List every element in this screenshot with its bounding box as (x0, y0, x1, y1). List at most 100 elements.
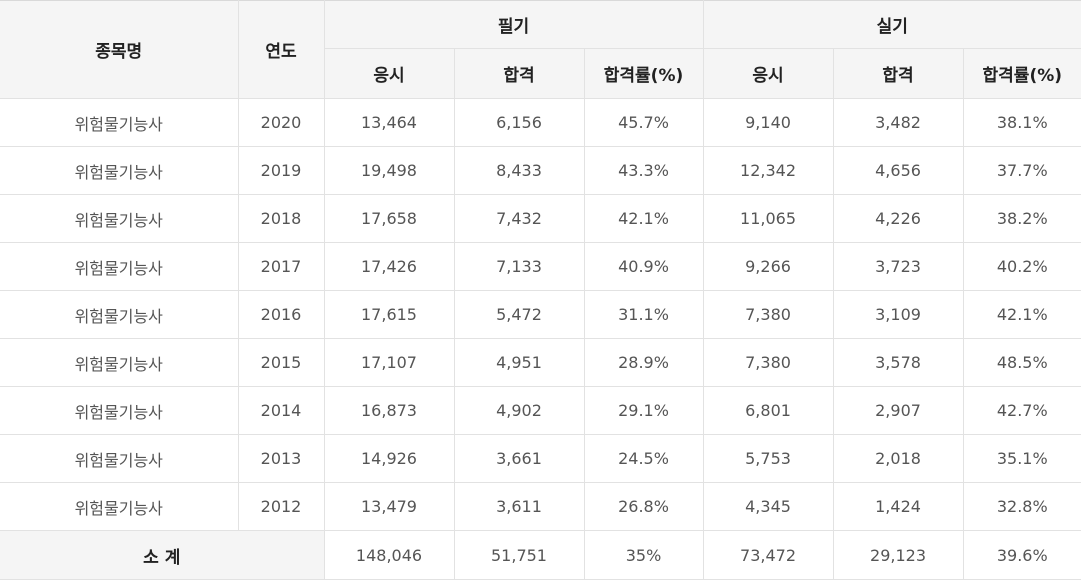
cell-name: 위험물기능사 (0, 98, 239, 147)
cell-practical-pass: 1,424 (832, 482, 964, 531)
cell-practical-apply: 4,345 (702, 482, 834, 531)
cell-practical-rate: 35.1% (962, 434, 1081, 483)
table-row: 위험물기능사 2014 16,873 4,902 29.1% 6,801 2,907 42.7… (0, 386, 1081, 435)
cell-practical-pass: 3,109 (832, 290, 964, 339)
cell-practical-apply: 12,342 (702, 146, 834, 195)
cell-written-pass: 5,472 (453, 290, 585, 339)
cell-year: 2020 (237, 98, 325, 147)
cell-practical-rate: 42.1% (962, 290, 1081, 339)
table-row: 위험물기능사 2017 17,426 7,133 40.9% 9,266 3,723 40.2… (0, 242, 1081, 291)
cell-written-rate: 24.5% (583, 434, 704, 483)
cell-practical-pass: 3,482 (832, 98, 964, 147)
cell-written-rate: 29.1% (583, 386, 704, 435)
cell-written-rate: 40.9% (583, 242, 704, 291)
cell-name: 위험물기능사 (0, 194, 239, 243)
cell-written-apply: 17,615 (323, 290, 455, 339)
table-row: 위험물기능사 2015 17,107 4,951 28.9% 7,380 3,578 48.5… (0, 338, 1081, 387)
table-row: 위험물기능사 2016 17,615 5,472 31.1% 7,380 3,109 42.1… (0, 290, 1081, 339)
cell-year: 2014 (237, 386, 325, 435)
cell-practical-pass: 2,018 (832, 434, 964, 483)
cell-name: 위험물기능사 (0, 434, 239, 483)
cell-written-apply: 17,107 (323, 338, 455, 387)
header-name: 종목명 (0, 0, 239, 99)
header-practical-group: 실기 (702, 0, 1081, 49)
cell-written-pass: 3,661 (453, 434, 585, 483)
cell-written-apply: 19,498 (323, 146, 455, 195)
cell-written-apply: 13,464 (323, 98, 455, 147)
cell-practical-pass: 3,578 (832, 338, 964, 387)
table-footer: 소 계 148,046 51,751 35% 73,472 29,123 39.… (0, 530, 1081, 580)
cell-practical-rate: 48.5% (962, 338, 1081, 387)
cell-year: 2013 (237, 434, 325, 483)
cell-practical-rate: 40.2% (962, 242, 1081, 291)
cell-written-rate: 28.9% (583, 338, 704, 387)
cell-year: 2012 (237, 482, 325, 531)
total-practical-pass: 29,123 (832, 530, 964, 580)
cell-year: 2015 (237, 338, 325, 387)
cell-written-pass: 3,611 (453, 482, 585, 531)
header-practical-apply: 응시 (702, 48, 834, 99)
cell-practical-apply: 6,801 (702, 386, 834, 435)
cell-written-pass: 4,951 (453, 338, 585, 387)
cell-year: 2017 (237, 242, 325, 291)
cell-name: 위험물기능사 (0, 386, 239, 435)
cell-practical-pass: 3,723 (832, 242, 964, 291)
total-practical-rate: 39.6% (962, 530, 1081, 580)
cell-written-rate: 31.1% (583, 290, 704, 339)
cell-practical-rate: 38.1% (962, 98, 1081, 147)
cell-name: 위험물기능사 (0, 482, 239, 531)
header-year: 연도 (237, 0, 325, 99)
total-written-apply: 148,046 (323, 530, 455, 580)
cell-name: 위험물기능사 (0, 146, 239, 195)
cell-practical-pass: 4,656 (832, 146, 964, 195)
cell-year: 2019 (237, 146, 325, 195)
cell-name: 위험물기능사 (0, 338, 239, 387)
cell-written-rate: 43.3% (583, 146, 704, 195)
cell-practical-apply: 9,140 (702, 98, 834, 147)
total-written-rate: 35% (583, 530, 704, 580)
cell-written-pass: 8,433 (453, 146, 585, 195)
cell-written-pass: 7,133 (453, 242, 585, 291)
cell-written-apply: 17,426 (323, 242, 455, 291)
table-row: 위험물기능사 2018 17,658 7,432 42.1% 11,065 4,226 38.… (0, 194, 1081, 243)
cell-written-apply: 14,926 (323, 434, 455, 483)
total-row: 소 계 148,046 51,751 35% 73,472 29,123 39.… (0, 530, 1081, 580)
cell-year: 2016 (237, 290, 325, 339)
cell-practical-rate: 37.7% (962, 146, 1081, 195)
cell-written-pass: 7,432 (453, 194, 585, 243)
total-label: 소 계 (0, 530, 325, 580)
cell-practical-rate: 38.2% (962, 194, 1081, 243)
table-header: 종목명 연도 필기 실기 응시 합격 합격률(%) 응시 합격 합격률(%) (0, 0, 1081, 99)
cell-written-rate: 42.1% (583, 194, 704, 243)
header-written-apply: 응시 (324, 48, 455, 99)
cell-practical-apply: 5,753 (702, 434, 834, 483)
cell-written-rate: 45.7% (583, 98, 704, 147)
cell-practical-apply: 11,065 (702, 194, 834, 243)
cell-written-pass: 6,156 (453, 98, 585, 147)
cell-practical-pass: 2,907 (832, 386, 964, 435)
header-written-group: 필기 (323, 0, 704, 49)
table-row: 위험물기능사 2020 13,464 6,156 45.7% 9,140 3,482 38.1… (0, 98, 1081, 147)
header-practical-rate: 합격률(%) (962, 48, 1081, 99)
cell-practical-rate: 42.7% (962, 386, 1081, 435)
table-row: 위험물기능사 2019 19,498 8,433 43.3% 12,342 4,656 37.… (0, 146, 1081, 195)
table-row: 위험물기능사 2012 13,479 3,611 26.8% 4,345 1,424 32.8… (0, 482, 1081, 531)
cell-written-apply: 17,658 (323, 194, 455, 243)
cell-practical-apply: 7,380 (702, 290, 834, 339)
header-practical-pass: 합격 (832, 48, 964, 99)
table-row: 위험물기능사 2013 14,926 3,661 24.5% 5,753 2,018 35.1… (0, 434, 1081, 483)
cell-written-pass: 4,902 (453, 386, 585, 435)
cell-name: 위험물기능사 (0, 242, 239, 291)
cell-year: 2018 (237, 194, 325, 243)
header-written-pass: 합격 (453, 48, 585, 99)
header-written-rate: 합격률(%) (583, 48, 704, 99)
cell-written-rate: 26.8% (583, 482, 704, 531)
cell-practical-rate: 32.8% (962, 482, 1081, 531)
cell-practical-apply: 9,266 (702, 242, 834, 291)
cell-written-apply: 13,479 (323, 482, 455, 531)
cell-written-apply: 16,873 (323, 386, 455, 435)
cell-practical-apply: 7,380 (702, 338, 834, 387)
table-body: 위험물기능사 2020 13,464 6,156 45.7% 9,140 3,482 38.1… (0, 98, 1081, 531)
total-written-pass: 51,751 (453, 530, 585, 580)
